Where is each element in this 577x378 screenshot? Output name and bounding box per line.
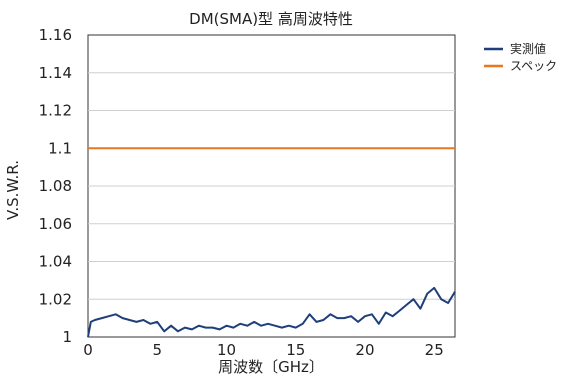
legend-label: 実測値 (510, 41, 546, 56)
chart-title: DM(SMA)型 高周波特性 (189, 10, 353, 28)
y-tick-label: 1.12 (39, 102, 72, 120)
x-axis-label: 周波数〔GHz〕 (218, 358, 324, 376)
y-tick-label: 1.14 (39, 64, 72, 82)
series-line-0 (87, 286, 456, 338)
legend-label: スペック (510, 59, 557, 73)
y-tick-label: 1.08 (39, 177, 72, 195)
y-tick-label: 1.02 (39, 290, 72, 308)
y-tick-label: 1.04 (39, 253, 72, 271)
y-tick-label: 1.06 (39, 215, 72, 233)
y-tick-label: 1.16 (39, 26, 72, 44)
y-tick-label: 1 (62, 328, 72, 346)
x-tick-label: 0 (83, 341, 93, 359)
y-axis-label: V.S.W.R. (4, 160, 22, 220)
x-tick-label: 20 (355, 341, 374, 359)
x-tick-label: 15 (286, 341, 305, 359)
x-axis-ticks: 0 5 10 15 20 25 (83, 341, 444, 359)
series-layer (87, 147, 456, 338)
x-tick-label: 25 (425, 341, 444, 359)
y-tick-label: 1.1 (48, 139, 72, 157)
x-tick-label: 10 (217, 341, 236, 359)
y-axis-ticks: 1 1.02 1.04 1.06 1.08 1.1 1.12 1.14 1.16 (39, 26, 72, 346)
x-tick-label: 5 (152, 341, 162, 359)
